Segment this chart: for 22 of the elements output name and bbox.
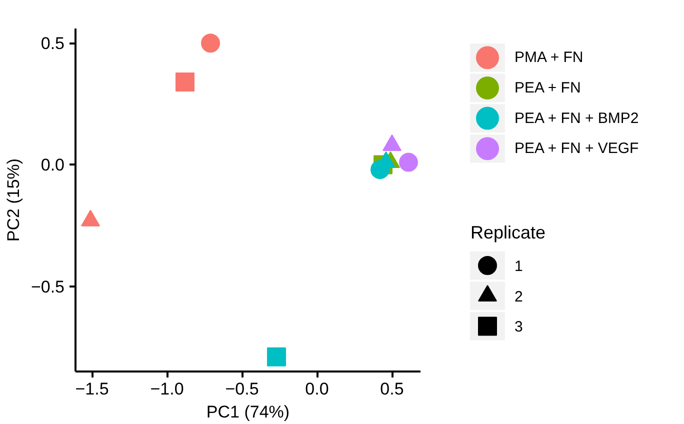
legend-label: 1 <box>514 258 523 276</box>
legend-label: PEA + FN + BMP2 <box>514 110 639 127</box>
y-tick-label: 0.5 <box>40 34 65 54</box>
y-tick-label: −0.5 <box>30 277 64 296</box>
x-axis-title: PC1 (74%) <box>206 402 290 422</box>
x-tick-label: 0.5 <box>380 380 404 398</box>
y-axis-title: PC2 (15%) <box>4 158 23 242</box>
x-tick-label: −1.5 <box>75 380 109 398</box>
legend-label: PEA + FN <box>514 79 581 96</box>
point <box>201 34 220 53</box>
x-tick-label: −1.0 <box>150 380 184 398</box>
point <box>267 347 286 366</box>
y-tick-label: 0.0 <box>40 156 65 175</box>
legend-label: 2 <box>514 288 523 306</box>
x-tick-label: −0.5 <box>225 380 259 398</box>
legend-label: 3 <box>514 318 523 336</box>
point <box>176 72 194 92</box>
legend-label: PMA + FN <box>514 49 584 66</box>
legend-label: PEA + FN + VEGF <box>514 140 639 158</box>
x-tick-label: 0.0 <box>305 380 329 398</box>
legend-title: Replicate <box>470 222 546 242</box>
point <box>399 152 418 172</box>
